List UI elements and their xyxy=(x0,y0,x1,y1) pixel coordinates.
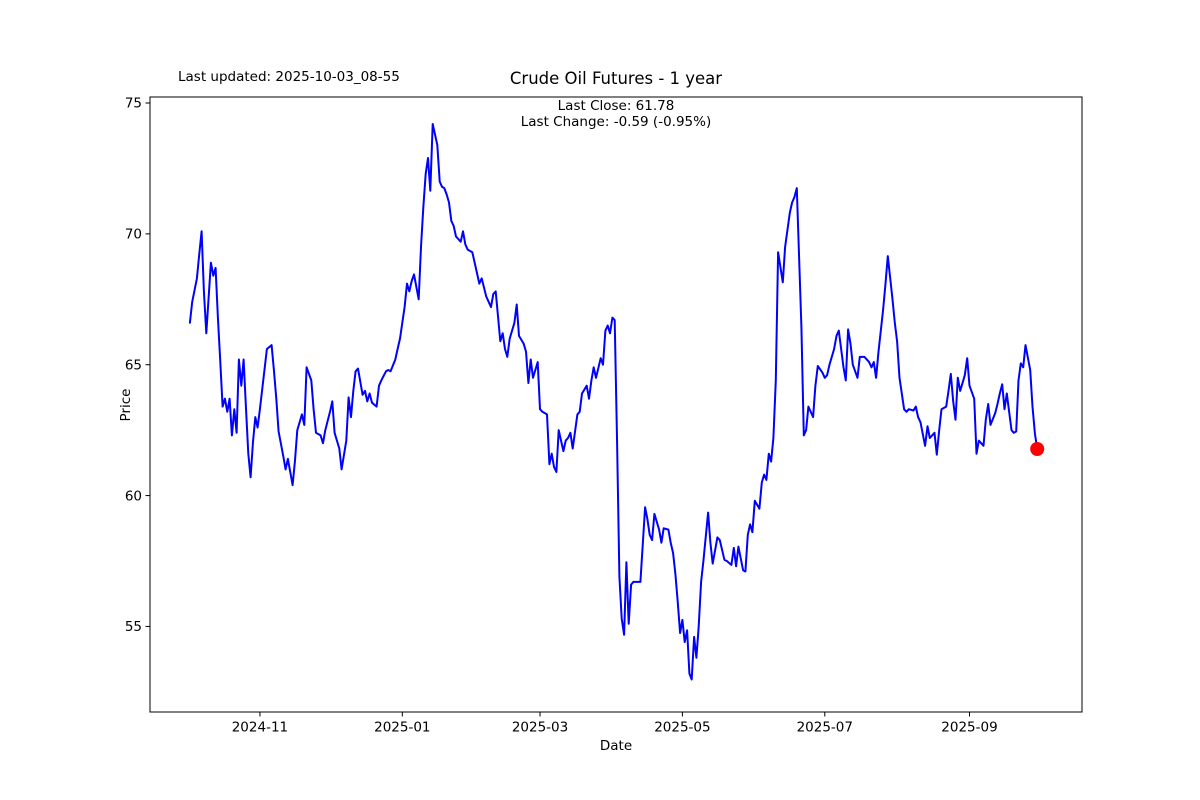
price-line xyxy=(188,123,1039,681)
x-tick-label: 2025-07 xyxy=(797,720,853,736)
chart-title: Crude Oil Futures - 1 year xyxy=(509,69,723,88)
y-tick-label: 70 xyxy=(125,227,142,243)
y-axis-ticks: 55 60 65 70 75 xyxy=(125,96,150,635)
last-change-line: Last Change: -0.59 (-0.95%) xyxy=(520,114,712,131)
y-axis-label: Price xyxy=(118,388,134,422)
y-tick-label: 65 xyxy=(125,357,142,373)
x-axis-label: Date xyxy=(599,738,633,754)
last-updated-text: Last updated: 2025-10-03_08-55 xyxy=(178,69,400,85)
x-tick-label: 2025-03 xyxy=(512,720,568,736)
x-tick-label: 2025-01 xyxy=(374,720,430,736)
last-close-annotation: Last Close: 61.78 Last Change: -0.59 (-0… xyxy=(150,98,1082,131)
x-axis-ticks: 2024-11 2025-01 2025-03 2025-05 2025-07 2025-… xyxy=(232,712,998,736)
last-close-marker xyxy=(1030,442,1045,456)
last-close-line: Last Close: 61.78 xyxy=(557,98,675,114)
y-tick-label: 75 xyxy=(125,96,142,112)
x-tick-label: 2024-11 xyxy=(232,720,288,736)
plot-border xyxy=(149,96,1083,713)
x-tick-label: 2025-05 xyxy=(654,720,710,736)
y-tick-label: 55 xyxy=(125,619,142,635)
y-tick-label: 60 xyxy=(125,488,142,504)
x-tick-label: 2025-09 xyxy=(941,720,997,736)
